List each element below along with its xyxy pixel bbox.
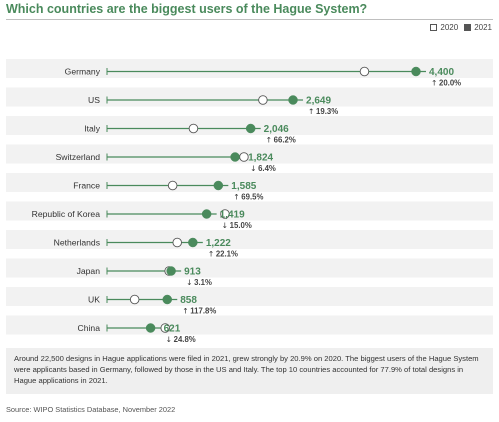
growth-label: 66.2% <box>274 136 296 145</box>
category-label: Switzerland <box>56 152 101 162</box>
dot-2021 <box>288 95 298 105</box>
row-band-france <box>6 173 493 192</box>
value-label: 4,400 <box>429 67 454 78</box>
growth-label: 15.0% <box>230 221 252 230</box>
value-label: 1,585 <box>231 181 256 192</box>
dot-2020 <box>188 123 199 134</box>
row-band-japan <box>6 258 493 278</box>
category-label: Italy <box>84 124 100 134</box>
source-text: Source: WIPO Statistics Database, Novemb… <box>6 405 176 414</box>
dot-2020 <box>258 95 268 105</box>
row-band-republic-of-korea <box>6 201 493 221</box>
growth-arrow-down: ↓ <box>186 278 192 287</box>
row-band-uk <box>6 287 493 306</box>
growth-arrow-up: ↑ <box>233 193 239 202</box>
dot-2021 <box>162 294 173 305</box>
growth-arrow-up: ↑ <box>431 79 437 88</box>
dot-2020 <box>160 323 170 333</box>
value-label: 1,419 <box>220 210 245 221</box>
row-band-china <box>6 315 493 335</box>
row-band-switzerland <box>6 144 493 164</box>
dot-2020 <box>359 66 370 77</box>
growth-label: 22.1% <box>216 250 238 259</box>
category-label: Germany <box>65 67 101 77</box>
legend-label-2020: 2020 <box>440 23 459 32</box>
dot-2021 <box>411 66 421 77</box>
category-label: China <box>78 323 101 333</box>
growth-arrow-down: ↓ <box>166 335 172 344</box>
value-label: 621 <box>164 324 181 335</box>
growth-label: 117.8% <box>190 307 216 316</box>
chart-title: Which countries are the biggest users of… <box>6 2 368 16</box>
dot-chart: Germany 4,400↑ 20.0%US 2,649↑ 19.3%Italy 2,04… <box>6 59 493 344</box>
dot-2021 <box>188 237 198 248</box>
summary-note: Around 22,500 designs in Hague applicati… <box>6 348 493 394</box>
dot-2020 <box>239 152 249 162</box>
dot-2020 <box>220 209 230 219</box>
category-label: Netherlands <box>54 238 100 248</box>
growth-arrow-up: ↑ <box>266 136 272 145</box>
value-label: 1,222 <box>206 238 231 249</box>
dot-2021 <box>213 180 224 191</box>
growth-label: 24.8% <box>174 335 196 344</box>
dot-2021 <box>166 266 176 276</box>
value-label: 1,824 <box>248 153 273 164</box>
legend-hollow-swatch <box>430 24 438 31</box>
dot-2021 <box>145 323 156 333</box>
legend-item-2020: 2020 <box>430 23 458 32</box>
dot-2020 <box>167 180 178 191</box>
dot-2020 <box>172 237 182 248</box>
legend-item-2021: 2021 <box>464 23 492 32</box>
row-band-netherlands <box>6 230 493 249</box>
value-label: 2,649 <box>306 96 331 107</box>
row-band-germany <box>6 59 493 78</box>
category-label: UK <box>88 295 100 305</box>
row-band-us <box>6 87 493 107</box>
value-label: 913 <box>184 267 201 278</box>
growth-label: 6.4% <box>258 164 276 173</box>
dot-2020 <box>129 294 140 305</box>
dot-2021 <box>245 123 256 134</box>
growth-label: 20.0% <box>439 79 461 88</box>
legend-filled-swatch <box>464 24 472 31</box>
legend-label-2021: 2021 <box>474 23 492 32</box>
value-label: 2,046 <box>264 124 289 135</box>
chart-legend: 2020 2021 <box>424 23 492 32</box>
dot-2021 <box>230 152 240 162</box>
growth-label: 19.3% <box>316 107 338 116</box>
growth-arrow-down: ↓ <box>250 164 256 173</box>
category-label: France <box>73 181 100 191</box>
growth-arrow-up: ↑ <box>182 307 188 316</box>
dot-2021 <box>201 209 212 219</box>
category-label: US <box>88 95 100 105</box>
growth-arrow-up: ↑ <box>308 107 314 116</box>
category-label: Republic of Korea <box>32 209 101 219</box>
growth-label: 3.1% <box>194 278 212 287</box>
growth-arrow-down: ↓ <box>222 221 228 230</box>
category-label: Japan <box>77 266 101 276</box>
growth-label: 69.5% <box>241 193 263 202</box>
growth-arrow-up: ↑ <box>208 250 214 259</box>
title-divider <box>6 19 493 20</box>
value-label: 858 <box>180 295 197 306</box>
